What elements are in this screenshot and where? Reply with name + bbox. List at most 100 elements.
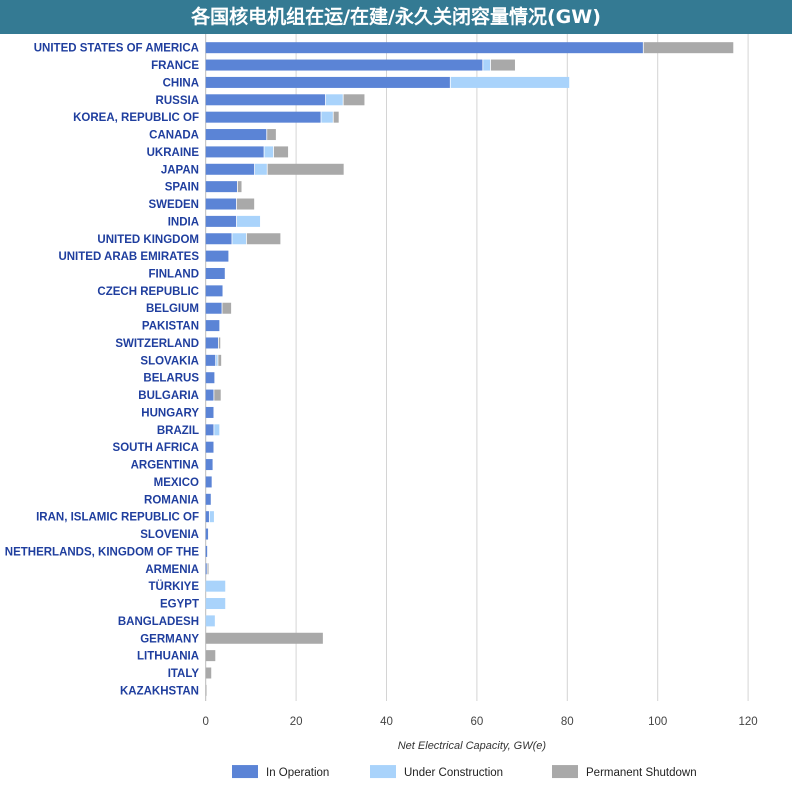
category-label: FINLAND <box>149 268 199 280</box>
bar-permanent-shutdown <box>222 302 232 314</box>
bar-under-construction <box>236 215 261 227</box>
bar-in-operation <box>205 94 326 106</box>
legend-swatch <box>552 765 578 779</box>
legend-label: Under Construction <box>404 767 503 779</box>
x-tick-label: 40 <box>380 716 393 728</box>
bar-permanent-shutdown <box>246 233 281 245</box>
category-label: BELARUS <box>143 373 199 385</box>
bar-in-operation <box>205 302 222 314</box>
legend-label: Permanent Shutdown <box>586 767 697 779</box>
bar-permanent-shutdown <box>237 181 242 193</box>
x-axis-label: Net Electrical Capacity, GW(e) <box>398 740 547 752</box>
bar-in-operation <box>205 320 220 332</box>
bar-under-construction <box>450 76 570 88</box>
legend-swatch <box>370 765 396 779</box>
bar-in-operation <box>205 459 213 471</box>
bar-in-operation <box>205 250 229 262</box>
category-label: FRANCE <box>151 60 199 72</box>
bar-in-operation <box>205 42 643 54</box>
bar-under-construction <box>232 233 247 245</box>
bar-in-operation <box>205 285 223 297</box>
bar-permanent-shutdown <box>205 667 212 679</box>
category-label: PAKISTAN <box>142 321 199 333</box>
bar-permanent-shutdown <box>273 146 289 158</box>
bar-in-operation <box>205 146 264 158</box>
bar-under-construction <box>205 615 215 627</box>
category-label: KAZAKHSTAN <box>120 685 199 697</box>
bar-under-construction <box>216 354 218 366</box>
category-label: UNITED STATES OF AMERICA <box>34 43 199 55</box>
bar-in-operation <box>205 563 207 575</box>
category-label: IRAN, ISLAMIC REPUBLIC OF <box>36 512 199 524</box>
category-label: CZECH REPUBLIC <box>97 286 199 298</box>
category-label: SLOVAKIA <box>140 355 199 367</box>
bar-under-construction <box>205 598 226 610</box>
bar-under-construction <box>254 163 267 175</box>
x-tick-label: 100 <box>648 716 667 728</box>
bar-permanent-shutdown <box>205 650 216 662</box>
bar-in-operation <box>205 389 214 401</box>
x-tick-label: 20 <box>290 716 303 728</box>
bar-permanent-shutdown <box>343 94 365 106</box>
bar-permanent-shutdown <box>333 111 339 123</box>
bar-in-operation <box>205 129 267 141</box>
bar-under-construction <box>214 424 220 436</box>
category-label: KOREA, REPUBLIC OF <box>73 112 199 124</box>
x-tick-label: 0 <box>202 716 208 728</box>
bar-in-operation <box>205 441 214 453</box>
category-label: BULGARIA <box>138 390 199 402</box>
bar-in-operation <box>205 76 450 88</box>
category-label: NETHERLANDS, KINGDOM OF THE <box>5 546 200 558</box>
bar-permanent-shutdown <box>267 163 344 175</box>
bar-under-construction <box>205 580 226 592</box>
bar-in-operation <box>205 198 237 210</box>
bar-in-operation <box>205 528 209 540</box>
category-label: CHINA <box>163 77 199 89</box>
bar-permanent-shutdown <box>267 129 276 141</box>
bar-in-operation <box>205 545 208 557</box>
bar-in-operation <box>205 372 215 384</box>
bar-permanent-shutdown <box>207 563 209 575</box>
category-label: LITHUANIA <box>137 651 199 663</box>
bar-in-operation <box>205 233 232 245</box>
category-label: HUNGARY <box>141 407 199 419</box>
category-label: JAPAN <box>161 164 199 176</box>
bar-permanent-shutdown <box>205 632 323 644</box>
bar-permanent-shutdown <box>236 198 255 210</box>
category-label: SWITZERLAND <box>115 338 199 350</box>
bar-in-operation <box>205 181 237 193</box>
x-tick-label: 60 <box>471 716 484 728</box>
legend-label: In Operation <box>266 767 329 779</box>
category-label: INDIA <box>168 216 199 228</box>
bar-permanent-shutdown <box>643 42 734 54</box>
bar-permanent-shutdown <box>214 389 221 401</box>
bar-permanent-shutdown <box>490 59 515 71</box>
stacked-bar-chart: 0 20 40 60 80 100 120 UNITED STATES OF AMERICA F… <box>5 34 758 779</box>
category-label: ROMANIA <box>144 494 199 506</box>
category-label: CANADA <box>149 130 199 142</box>
category-label: BRAZIL <box>157 425 199 437</box>
category-label: SWEDEN <box>149 199 199 211</box>
category-label: BANGLADESH <box>118 616 199 628</box>
bar-in-operation <box>205 337 219 349</box>
bar-in-operation <box>205 354 216 366</box>
category-label: UKRAINE <box>147 147 200 159</box>
category-label: UNITED ARAB EMIRATES <box>58 251 199 263</box>
bar-permanent-shutdown <box>218 337 221 349</box>
bar-permanent-shutdown <box>218 354 222 366</box>
bar-in-operation <box>205 111 321 123</box>
bar-under-construction <box>321 111 333 123</box>
category-label: SLOVENIA <box>140 529 199 541</box>
bar-in-operation <box>205 493 211 505</box>
category-label: UNITED KINGDOM <box>97 234 199 246</box>
bar-in-operation <box>205 215 237 227</box>
bar-under-construction <box>264 146 274 158</box>
bar-in-operation <box>205 406 214 418</box>
category-label: ARGENTINA <box>131 460 199 472</box>
legend-swatch <box>232 765 258 779</box>
bar-in-operation <box>205 424 214 436</box>
category-label: SOUTH AFRICA <box>113 442 199 454</box>
category-label: SPAIN <box>165 182 199 194</box>
bar-in-operation <box>205 476 212 488</box>
bar-permanent-shutdown <box>205 684 207 696</box>
